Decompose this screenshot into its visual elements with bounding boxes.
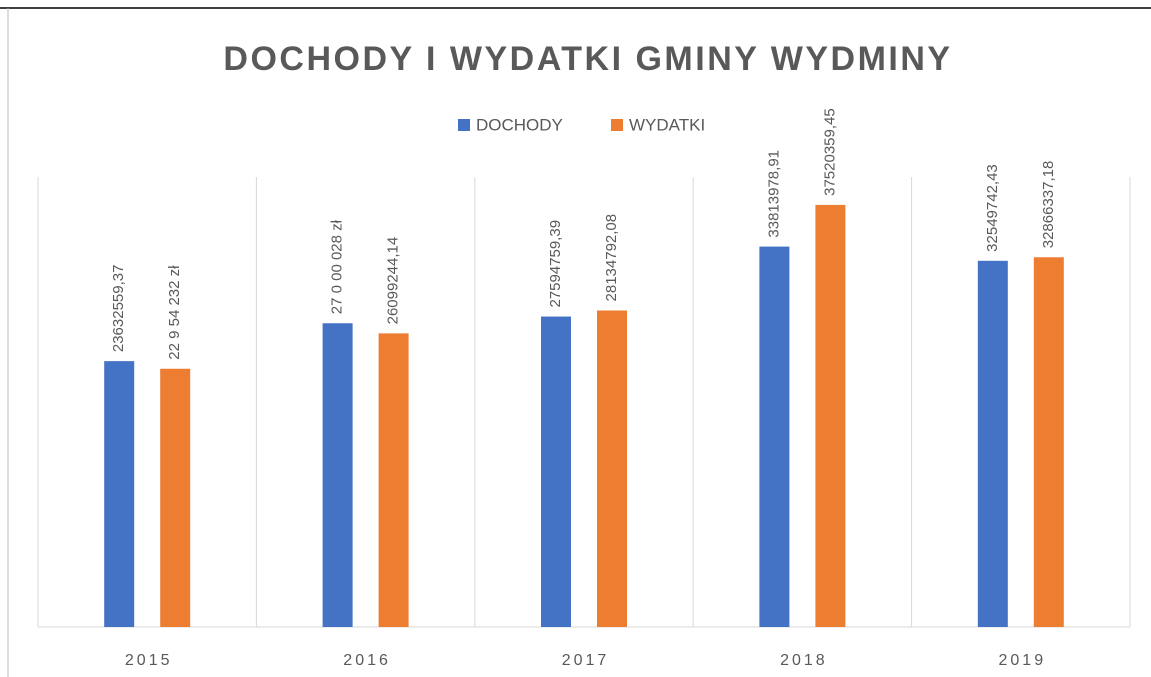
bar	[160, 368, 191, 627]
bar	[322, 323, 353, 627]
bar	[815, 204, 846, 628]
legend-label: DOCHODY	[476, 115, 563, 134]
bar	[378, 333, 409, 627]
x-tick-label: 2015	[125, 652, 173, 669]
data-label: 23632559,37	[110, 265, 127, 353]
data-label: 26099244,14	[385, 237, 402, 325]
bar	[104, 361, 135, 627]
bar	[597, 310, 627, 627]
data-label: 32866337,18	[1040, 161, 1057, 249]
legend-label: WYDATKI	[629, 115, 705, 134]
legend-swatch	[611, 119, 623, 131]
bar	[759, 246, 790, 627]
legend-swatch	[458, 119, 470, 131]
data-label: 28134792,08	[603, 214, 620, 302]
data-label: 37520359,45	[821, 108, 838, 196]
chart-title: DOCHODY I WYDATKI GMINY WYDMINY	[223, 40, 952, 78]
bar	[1033, 257, 1064, 627]
data-label: 32549742,43	[984, 164, 1001, 252]
x-tick-label: 2016	[343, 652, 391, 669]
x-tick-label: 2019	[999, 652, 1047, 669]
x-tick-label: 2018	[780, 652, 828, 669]
data-label: 27594759,39	[547, 220, 564, 308]
x-tick-label: 2017	[562, 652, 610, 669]
data-label: 27 0 00 028 zł	[329, 219, 346, 314]
data-label: 33813978,91	[765, 150, 782, 238]
bar	[541, 316, 571, 627]
bar	[977, 260, 1008, 627]
data-label: 22 9 54 232 zł	[166, 265, 183, 360]
